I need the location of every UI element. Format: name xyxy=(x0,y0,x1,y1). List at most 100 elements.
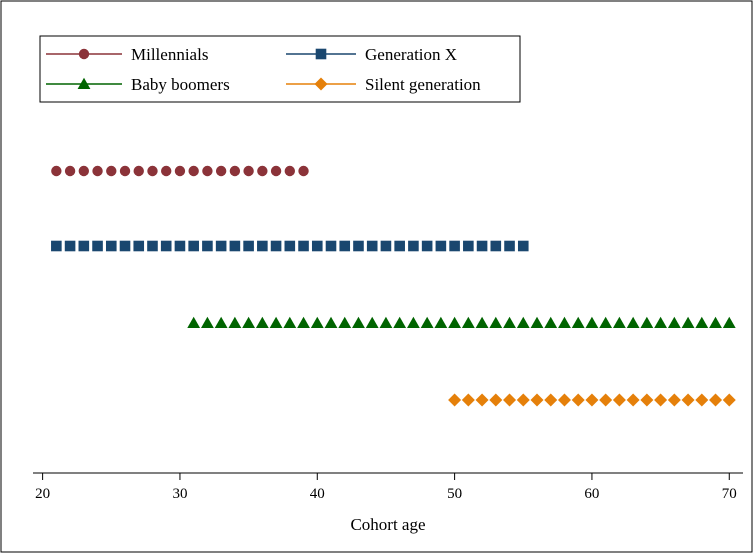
silent-generation-point xyxy=(530,393,544,407)
generation-x-point xyxy=(339,240,351,252)
x-ticks: 20 30 40 50 60 70 xyxy=(35,473,737,502)
millennials-point xyxy=(78,165,90,177)
generation-x-point xyxy=(490,240,502,252)
baby-boomers-point xyxy=(434,316,448,328)
millennials-point xyxy=(106,165,117,177)
x-axis: 20 30 40 50 60 70 Cohort age xyxy=(33,472,743,534)
generation-x-point xyxy=(353,240,364,252)
baby-boomers-point xyxy=(599,316,613,328)
baby-boomers-point xyxy=(544,316,558,328)
silent-generation-point xyxy=(516,393,530,407)
millennials-point xyxy=(161,165,172,177)
baby-boomers-point xyxy=(667,316,681,328)
x-tick-label: 30 xyxy=(172,486,187,502)
millennials-point xyxy=(229,165,241,177)
millennials-point xyxy=(92,165,103,177)
baby-boomers-point xyxy=(558,316,571,328)
silent-generation-point xyxy=(681,393,695,407)
legend-label-millennials: Millennials xyxy=(131,45,208,64)
generation-x-point xyxy=(325,240,337,252)
silent-generation-point xyxy=(461,393,475,407)
silent-generation-point xyxy=(667,393,681,407)
x-tick-label: 50 xyxy=(447,486,462,502)
millennials-point xyxy=(133,165,144,177)
baby-boomers-point xyxy=(283,316,297,328)
x-axis-label: Cohort age xyxy=(350,515,425,534)
baby-boomers-point xyxy=(475,316,489,328)
baby-boomers-point xyxy=(585,316,599,328)
generation-x-point xyxy=(366,240,378,252)
baby-boomers-point xyxy=(530,316,544,328)
baby-boomers-point xyxy=(516,316,530,328)
generation-x-point xyxy=(188,240,199,252)
silent-generation-point xyxy=(475,393,489,407)
generation-x-point xyxy=(449,240,460,252)
generation-x-point xyxy=(133,240,145,252)
millennials-point xyxy=(188,165,199,177)
millennials-point xyxy=(51,165,62,177)
generation-x-point xyxy=(421,240,433,252)
x-tick-label: 20 xyxy=(35,486,50,502)
silent-generation-point xyxy=(626,393,640,407)
baby-boomers-point xyxy=(420,316,434,328)
generation-x-point xyxy=(408,240,419,252)
generation-x-point xyxy=(147,240,158,252)
silent-generation-point xyxy=(599,393,613,407)
baby-boomers-point xyxy=(503,316,516,328)
baby-boomers-point xyxy=(310,316,324,328)
baby-boomers-point xyxy=(269,316,283,328)
baby-boomers-point xyxy=(242,316,256,328)
legend-entries: Millennials Generation X Baby boomers Silen… xyxy=(46,45,481,94)
generation-x-point xyxy=(51,240,62,252)
legend-marker-baby-boomers xyxy=(77,77,91,89)
legend-marker-silent-generation xyxy=(314,77,328,91)
baby-boomers-point xyxy=(255,316,269,328)
baby-boomers-point xyxy=(228,316,242,328)
generation-x-point xyxy=(202,240,213,252)
generation-x-point xyxy=(64,240,76,252)
silent-generation-point xyxy=(503,393,517,407)
baby-boomers-point xyxy=(407,316,420,328)
x-tick-label: 70 xyxy=(722,486,737,502)
millennials-point xyxy=(64,165,76,177)
generation-x-point xyxy=(257,240,268,252)
baby-boomers-point xyxy=(681,316,695,328)
baby-boomers-point xyxy=(571,316,585,328)
millennials-point xyxy=(174,165,186,177)
baby-boomers-point xyxy=(214,316,228,328)
silent-generation-point xyxy=(722,393,736,407)
legend-marker-millennials xyxy=(78,48,90,60)
silent-generation-point xyxy=(489,393,503,407)
generation-x-point xyxy=(476,240,488,252)
baby-boomers-point xyxy=(709,316,722,328)
x-tick-label: 60 xyxy=(584,486,599,502)
generation-x-point xyxy=(270,240,282,252)
baby-boomers-point xyxy=(393,316,407,328)
millennials-point xyxy=(298,165,309,177)
generation-x-point xyxy=(298,240,309,252)
millennials-point xyxy=(257,165,268,177)
generation-x-point xyxy=(160,240,172,252)
legend-label-generation-x: Generation X xyxy=(365,45,457,64)
silent-generation-point xyxy=(448,393,462,407)
baby-boomers-point xyxy=(640,316,654,328)
baby-boomers-point xyxy=(626,316,640,328)
legend-label-baby-boomers: Baby boomers xyxy=(131,75,230,94)
baby-boomers-point xyxy=(201,316,214,328)
baby-boomers-point xyxy=(613,316,626,328)
baby-boomers-point xyxy=(448,316,462,328)
generation-x-point xyxy=(504,240,515,252)
generation-x-point xyxy=(243,240,254,252)
generation-x-point xyxy=(394,240,405,252)
millennials-point xyxy=(215,165,227,177)
legend-marker-generation-x xyxy=(315,48,327,60)
millennials-point xyxy=(270,165,282,177)
millennials-point xyxy=(147,165,158,177)
baby-boomers-point xyxy=(379,316,393,328)
legend-box xyxy=(39,35,521,103)
legend-label-silent-generation: Silent generation xyxy=(365,75,481,94)
generation-x-point xyxy=(215,240,227,252)
baby-boomers-point xyxy=(695,316,709,328)
baby-boomers-point xyxy=(365,316,379,328)
baby-boomers-point xyxy=(338,316,352,328)
